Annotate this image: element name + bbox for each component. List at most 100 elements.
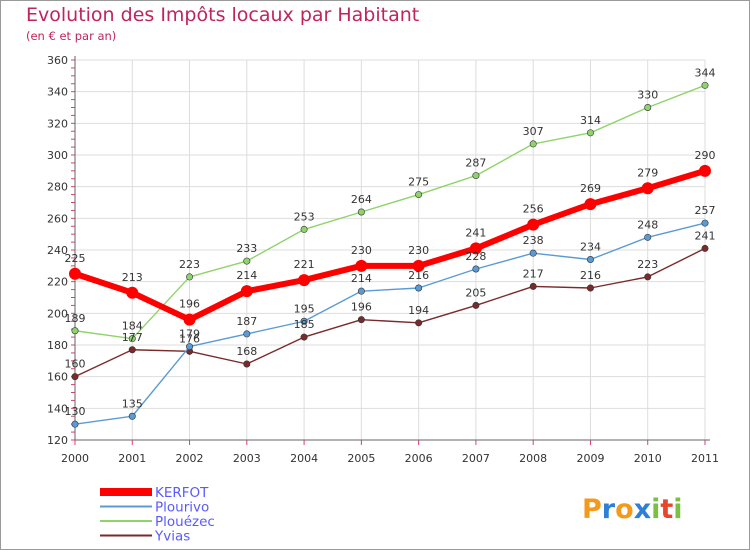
x-tick-label: 2001 [118, 452, 146, 465]
data-label-plouézec: 330 [637, 89, 658, 102]
chart-subtitle: (en € et par an) [26, 29, 117, 43]
data-label-yvias: 185 [294, 318, 315, 331]
data-label-plourivo: 257 [695, 204, 716, 217]
data-point-kerfot [412, 259, 425, 272]
y-tick-label: 360 [47, 54, 68, 67]
data-label-kerfot: 241 [465, 226, 486, 239]
data-point-plouézec [186, 273, 194, 281]
proxiti-logo: Proxiti [582, 494, 683, 525]
x-tick-label: 2006 [405, 452, 433, 465]
data-label-kerfot: 290 [695, 149, 716, 162]
data-point-plourivo [243, 330, 251, 338]
data-point-yvias [357, 316, 365, 324]
data-label-plouézec: 253 [294, 210, 315, 223]
data-label-kerfot: 214 [236, 269, 257, 282]
data-label-yvias: 216 [580, 269, 601, 282]
data-point-plouézec [586, 129, 594, 137]
logo-letter: i [673, 494, 682, 525]
data-label-yvias: 241 [695, 229, 716, 242]
data-label-yvias: 217 [523, 267, 544, 280]
series-line-plouézec [74, 84, 706, 340]
logo-letter: P [582, 494, 602, 525]
legend-label-yvias: Yvias [154, 529, 190, 545]
x-tick-label: 2004 [290, 452, 318, 465]
data-label-kerfot: 230 [351, 244, 372, 257]
data-point-plourivo [472, 265, 480, 273]
data-point-kerfot [126, 286, 139, 299]
data-point-yvias [71, 373, 79, 381]
data-label-plourivo: 228 [465, 250, 486, 263]
logo-text: Proxiti [582, 494, 683, 525]
data-labels: 225 213 196 214 221 230 230 241 256 269 279 290 130 1… [65, 66, 716, 418]
data-point-plouézec [472, 172, 480, 180]
series-line-kerfot [72, 167, 708, 323]
y-tick-label: 260 [47, 212, 68, 225]
x-tick-label: 2008 [519, 452, 547, 465]
x-tick-label: 2000 [61, 452, 89, 465]
data-point-plourivo [644, 233, 652, 241]
logo-letter: t [660, 494, 673, 525]
data-label-plourivo: 179 [179, 328, 200, 341]
logo-letter: r [602, 494, 616, 525]
data-label-yvias: 176 [179, 332, 200, 345]
data-point-yvias [472, 301, 480, 309]
data-point-plourivo [415, 284, 423, 292]
data-label-kerfot: 269 [580, 182, 601, 195]
x-tick-label: 2002 [176, 452, 204, 465]
data-label-plouézec: 314 [580, 114, 601, 127]
data-point-plouézec [300, 225, 308, 233]
y-tick-label: 160 [47, 371, 68, 384]
legend-label-kerfot: KERFOT [155, 485, 209, 501]
data-point-kerfot [69, 267, 81, 280]
data-point-yvias [529, 282, 537, 290]
data-point-plouézec [71, 327, 79, 335]
data-label-kerfot: 196 [179, 298, 200, 311]
data-label-plourivo: 135 [122, 397, 143, 410]
data-label-kerfot: 230 [408, 244, 429, 257]
data-point-kerfot [469, 242, 482, 255]
data-point-kerfot [240, 285, 253, 298]
data-point-yvias [128, 346, 136, 354]
data-label-yvias: 196 [351, 301, 372, 314]
data-label-yvias: 194 [408, 304, 429, 317]
data-point-plourivo [71, 420, 79, 428]
y-tick-label: 300 [47, 149, 68, 162]
data-point-plouézec [415, 191, 423, 199]
series-line-yvias [74, 247, 706, 378]
data-label-plourivo: 214 [351, 272, 372, 285]
grid [74, 59, 706, 441]
data-label-kerfot: 213 [122, 271, 143, 284]
data-label-plouézec: 184 [122, 320, 143, 333]
x-tick-label: 2011 [691, 452, 719, 465]
y-tick-label: 340 [47, 86, 68, 99]
data-label-kerfot: 221 [294, 258, 315, 271]
y-tick-label: 220 [47, 276, 68, 289]
x-tick-label: 2003 [233, 452, 261, 465]
y-tick-label: 200 [47, 307, 68, 320]
data-point-plouézec [644, 104, 652, 112]
data-label-plouézec: 264 [351, 193, 372, 206]
data-label-yvias: 177 [122, 331, 143, 344]
chart-title: Evolution des Impôts locaux par Habitant [26, 4, 420, 26]
logo-letter: x [634, 494, 651, 525]
data-point-kerfot [183, 313, 196, 326]
data-label-yvias: 160 [65, 358, 86, 371]
data-point-kerfot [641, 182, 654, 195]
y-axis-ticks: 120 140 160 180 200 220 240 260 280 300 320 340 360 [47, 54, 68, 447]
series-line-plourivo [74, 222, 706, 425]
data-point-yvias [644, 273, 652, 281]
data-point-plourivo [128, 412, 136, 420]
data-label-yvias: 168 [236, 345, 257, 358]
data-label-plourivo: 234 [580, 241, 601, 254]
x-tick-label: 2007 [462, 452, 490, 465]
data-point-plouézec [128, 335, 136, 343]
data-label-plourivo: 248 [637, 218, 658, 231]
data-point-plourivo [701, 219, 709, 227]
data-point-plouézec [701, 81, 709, 89]
y-tick-label: 240 [47, 244, 68, 257]
data-label-plourivo: 130 [65, 405, 86, 418]
data-label-plouézec: 223 [179, 258, 200, 271]
data-label-yvias: 205 [465, 286, 486, 299]
logo-letter: o [615, 494, 634, 525]
